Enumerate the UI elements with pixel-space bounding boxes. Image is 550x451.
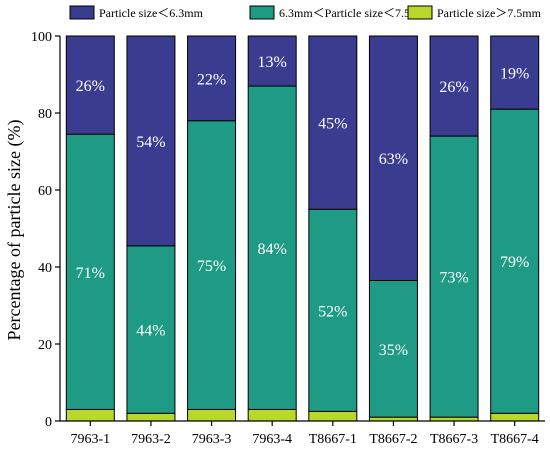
bar-segment-3-T8667-3	[429, 35, 479, 137]
x-tick-label: 7963-3	[192, 432, 232, 447]
data-label-7963-4: 13%	[258, 54, 287, 71]
bar-segment-3-T8667-4	[490, 35, 540, 110]
y-tick-label: 80	[38, 107, 52, 122]
data-label-T8667-2: 63%	[379, 151, 408, 168]
bar-segment-2-T8667-3	[429, 135, 479, 418]
legend-label: 6.3mm＜Particle size＜7.5mm	[279, 6, 429, 20]
bar-segment-1-T8667-1	[308, 410, 358, 422]
y-tick-label: 20	[38, 338, 52, 353]
data-label-T8667-3: 73%	[439, 270, 468, 287]
bar-segment-3-T8667-1	[308, 35, 358, 210]
bar-segment-2-T8667-2	[368, 279, 418, 418]
x-tick-label: 7963-1	[70, 432, 110, 447]
data-label-7963-4: 84%	[258, 241, 287, 258]
legend: Particle size＜6.3mm 6.3mm＜Particle size＜7…	[69, 5, 542, 20]
bar-segment-3-7963-3	[187, 35, 237, 122]
bar-segment-3-7963-4	[247, 35, 297, 87]
data-label-7963-3: 22%	[197, 71, 226, 88]
bar-segment-1-T8667-4	[490, 412, 540, 422]
y-tick-label: 40	[38, 261, 52, 276]
data-label-7963-1: 71%	[76, 265, 105, 282]
bar-segment-2-7963-2	[126, 245, 176, 414]
bar-segment-1-7963-1	[65, 408, 115, 422]
data-label-T8667-2: 35%	[379, 342, 408, 359]
data-label-7963-2: 54%	[136, 134, 165, 151]
legend-label: Particle size＜6.3mm	[99, 6, 204, 20]
x-tick-label: T8667-2	[369, 432, 417, 447]
legend-label: Particle size＞7.5mm	[437, 6, 542, 20]
data-label-T8667-3: 26%	[439, 79, 468, 96]
y-axis-label: Percentage of particle size (%)	[4, 120, 25, 341]
x-tick-label: T8667-3	[430, 432, 478, 447]
legend-swatch	[69, 5, 95, 20]
data-labels: 71% 26% 44% 54% 75% 22% 84% 13% 52% 45% 35% 63% 73% 2…	[76, 54, 530, 359]
bar-segment-2-7963-1	[65, 133, 115, 410]
y-tick-label: 0	[45, 415, 52, 430]
x-tick-label: T8667-1	[309, 432, 357, 447]
bar-segment-3-7963-2	[126, 35, 176, 247]
data-label-7963-2: 44%	[136, 323, 165, 340]
bar-segment-3-T8667-2	[368, 35, 418, 281]
axes: 7963-1 7963-2 7963-3 7963-4 T8667-1 T8667-2 T8…	[31, 30, 545, 447]
x-tick-label: 7963-4	[252, 432, 292, 447]
data-label-7963-1: 26%	[76, 78, 105, 95]
data-label-T8667-4: 19%	[500, 66, 529, 83]
bar-segment-1-7963-2	[126, 412, 176, 422]
bar-segment-1-7963-4	[247, 408, 297, 422]
bar-segment-2-T8667-4	[490, 108, 540, 414]
bar-segment-1-7963-3	[187, 408, 237, 422]
bar-segment-3-7963-1	[65, 35, 115, 135]
x-tick-label: T8667-4	[491, 432, 539, 447]
data-label-7963-3: 75%	[197, 258, 226, 275]
y-tick-label: 60	[38, 184, 52, 199]
y-tick-label: 100	[31, 30, 52, 45]
data-label-T8667-4: 79%	[500, 254, 529, 271]
x-tick-label: 7963-2	[131, 432, 171, 447]
data-label-T8667-1: 52%	[318, 303, 347, 320]
legend-swatch	[407, 5, 433, 20]
legend-swatch	[249, 5, 275, 20]
bars	[65, 35, 540, 422]
data-label-T8667-1: 45%	[318, 116, 347, 133]
